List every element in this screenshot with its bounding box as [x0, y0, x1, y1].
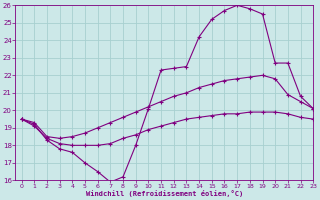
X-axis label: Windchill (Refroidissement éolien,°C): Windchill (Refroidissement éolien,°C) — [86, 190, 243, 197]
